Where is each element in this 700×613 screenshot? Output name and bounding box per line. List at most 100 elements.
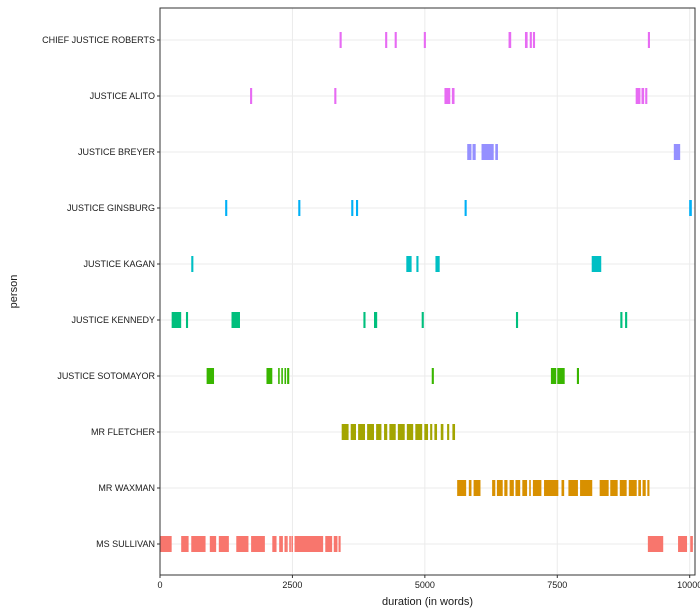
x-axis-title: duration (in words) (382, 596, 473, 608)
segment-bar (421, 312, 424, 328)
segment-bar (641, 88, 645, 104)
segment-bar (291, 536, 293, 552)
segment-bar (628, 480, 637, 496)
segment-bar (298, 200, 301, 216)
segment-bar (374, 312, 378, 328)
segment-bar (289, 536, 291, 552)
segment-bar (473, 480, 481, 496)
segment-bar (515, 312, 519, 328)
segment-bar (181, 536, 189, 552)
segment-bar (508, 32, 512, 48)
y-axis: CHIEF JUSTICE ROBERTS JUSTICE ALITO JUSTIC… (42, 35, 160, 549)
segment-bar (522, 480, 528, 496)
y-tick-label: JUSTICE ALITO (90, 91, 155, 101)
segment-bar (557, 368, 565, 384)
segment-bar (394, 32, 397, 48)
segment-bar (467, 144, 472, 160)
segment-marks (160, 32, 693, 552)
segment-bar (457, 480, 467, 496)
segment-bar (647, 480, 650, 496)
segment-bar (580, 480, 593, 496)
segment-bar (444, 88, 451, 104)
segment-bar (550, 368, 557, 384)
segment-bar (504, 480, 508, 496)
segment-bar (576, 368, 579, 384)
segment-bar (294, 536, 324, 552)
x-tick-label: 10000 (677, 580, 700, 590)
segment-bar (415, 424, 423, 440)
segment-bar (635, 88, 641, 104)
segment-bar (673, 144, 681, 160)
x-tick-label: 2500 (282, 580, 302, 590)
segment-bar (423, 32, 426, 48)
segment-bar (218, 536, 229, 552)
segment-bar (532, 32, 536, 48)
segment-bar (355, 200, 359, 216)
segment-bar (690, 536, 693, 552)
segment-bar (191, 256, 194, 272)
segment-bar (363, 312, 366, 328)
segment-bar (206, 368, 215, 384)
segment-bar (279, 536, 283, 552)
segment-bar (434, 424, 438, 440)
segment-bar (481, 144, 494, 160)
segment-bar (251, 536, 265, 552)
segment-bar (430, 424, 433, 440)
segment-bar (529, 480, 531, 496)
segment-bar (524, 32, 528, 48)
panel-border (159, 7, 696, 576)
segment-bar (591, 256, 602, 272)
segment-bar (561, 480, 565, 496)
segment-bar (209, 536, 217, 552)
segment-bar (160, 536, 172, 552)
segment-bar (492, 480, 496, 496)
segment-bar (509, 480, 514, 496)
segment-bar (452, 424, 456, 440)
x-axis: 0 2500 5000 7500 10000 (157, 575, 700, 590)
segment-bar (287, 368, 290, 384)
y-tick-label: MR WAXMAN (98, 483, 155, 493)
segment-bar (171, 312, 182, 328)
segment-bar (451, 88, 455, 104)
y-tick-label: JUSTICE SOTOMAYOR (57, 371, 155, 381)
y-tick-label: JUSTICE BREYER (78, 147, 156, 157)
segment-bar (389, 424, 396, 440)
segment-bar (339, 32, 342, 48)
segment-bar (250, 88, 253, 104)
segment-bar (645, 88, 648, 104)
segment-bar (440, 424, 444, 440)
segment-bar (191, 536, 206, 552)
segment-bar (447, 424, 450, 440)
segment-bar (286, 536, 288, 552)
segment-bar (325, 536, 333, 552)
segment-bar (495, 144, 498, 160)
segment-bar (281, 368, 283, 384)
segment-bar (647, 32, 650, 48)
series-justice-ginsburg (225, 200, 692, 216)
x-tick-label: 7500 (547, 580, 567, 590)
segment-bar (529, 32, 532, 48)
segment-bar (338, 536, 341, 552)
segment-bar (642, 480, 646, 496)
segment-bar (231, 312, 240, 328)
segment-bar (599, 480, 609, 496)
segment-bar (472, 144, 476, 160)
series-ms-sullivan (160, 536, 693, 552)
series-justice-alito (250, 88, 648, 104)
segment-bar (689, 200, 692, 216)
segment-bar (385, 32, 388, 48)
segment-bar (266, 368, 273, 384)
segment-bar (568, 480, 578, 496)
segment-bar (625, 312, 628, 328)
segment-bar (341, 424, 349, 440)
segment-bar (367, 424, 374, 440)
segment-bar (435, 256, 440, 272)
segment-bar (619, 480, 627, 496)
segment-bar (431, 368, 434, 384)
segment-bar (376, 424, 382, 440)
y-tick-label: JUSTICE GINSBURG (67, 203, 155, 213)
series-justice-kennedy (171, 312, 628, 328)
x-tick-label: 0 (157, 580, 162, 590)
segment-bar (406, 424, 414, 440)
